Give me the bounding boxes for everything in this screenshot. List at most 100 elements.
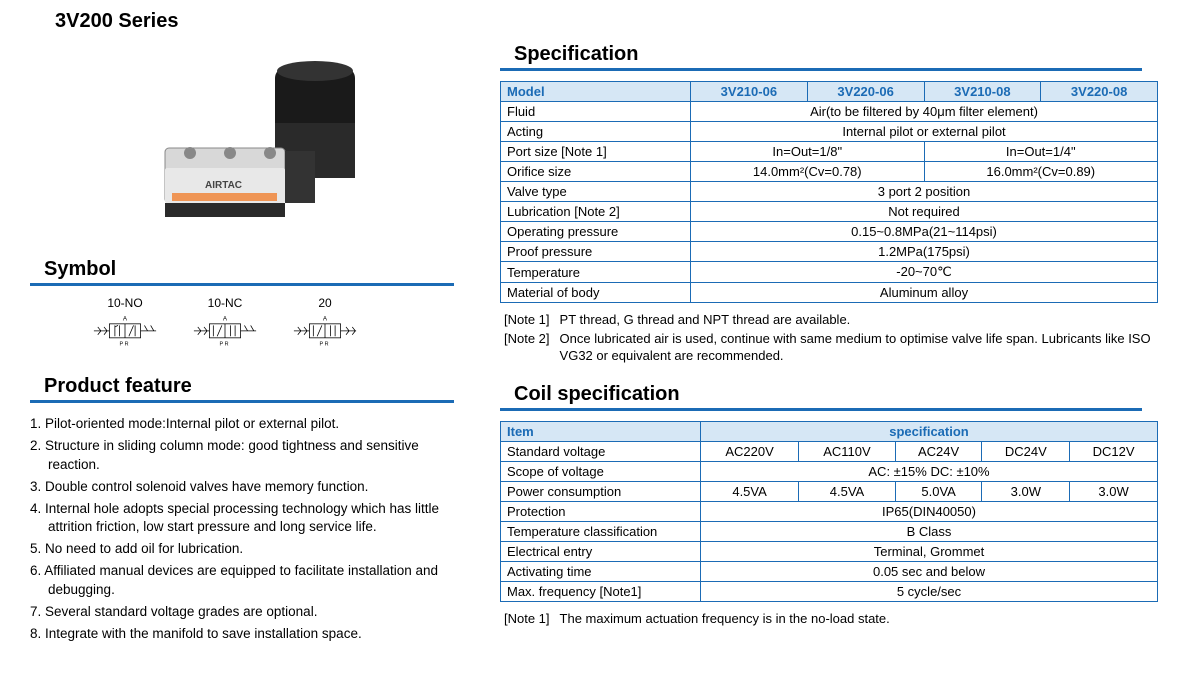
table-cell: In=Out=1/8" (691, 142, 925, 162)
table-cell: 14.0mm²(Cv=0.78) (691, 162, 925, 182)
table-cell: Orifice size (501, 162, 691, 182)
table-row: ActingInternal pilot or external pilot (501, 122, 1158, 142)
table-cell: 4.5VA (701, 481, 799, 501)
symbol-diagram-icon: A P R (190, 312, 260, 352)
table-cell: Temperature classification (501, 521, 701, 541)
page-title: 3V200 Series (55, 10, 1158, 33)
table-row: FluidAir(to be filtered by 40μm filter e… (501, 102, 1158, 122)
table-cell: 16.0mm²(Cv=0.89) (924, 162, 1158, 182)
table-cell: AC: ±15% DC: ±10% (701, 461, 1158, 481)
table-header: 3V220-08 (1041, 82, 1158, 102)
table-row: Material of bodyAluminum alloy (501, 283, 1158, 303)
table-row: Activating time0.05 sec and below (501, 561, 1158, 581)
section-rule (30, 400, 470, 403)
table-cell: Port size [Note 1] (501, 142, 691, 162)
svg-text:P R: P R (220, 342, 229, 348)
table-cell: 4.5VA (799, 481, 896, 501)
table-row: Max. frequency [Note1]5 cycle/sec (501, 581, 1158, 601)
table-cell: Max. frequency [Note1] (501, 581, 701, 601)
table-cell: Proof pressure (501, 242, 691, 262)
table-header: Model (501, 82, 691, 102)
svg-text:P R: P R (320, 342, 329, 348)
table-cell: Valve type (501, 182, 691, 202)
svg-text:A: A (123, 316, 128, 323)
specification-notes: [Note 1]PT thread, G thread and NPT thre… (500, 311, 1158, 365)
product-image: AIRTAC (110, 53, 390, 243)
table-cell: Terminal, Grommet (701, 541, 1158, 561)
table-cell: 0.15~0.8MPa(21~114psi) (691, 222, 1158, 242)
svg-text:P R: P R (120, 342, 129, 348)
symbol-diagram-icon: A P R (90, 312, 160, 352)
table-cell: B Class (701, 521, 1158, 541)
table-cell: Electrical entry (501, 541, 701, 561)
specification-table: Model3V210-063V220-063V210-083V220-08Flu… (500, 81, 1158, 303)
symbol-diagram-icon: A P R (290, 312, 360, 352)
table-cell: Aluminum alloy (691, 283, 1158, 303)
specification-heading: Specification (500, 43, 1158, 66)
table-cell: Operating pressure (501, 222, 691, 242)
table-row: Standard voltageAC220VAC110VAC24VDC24VDC… (501, 441, 1158, 461)
symbol-label: 10-NO (90, 296, 160, 310)
table-cell: Internal pilot or external pilot (691, 122, 1158, 142)
table-header: 3V210-06 (691, 82, 808, 102)
table-header: specification (701, 421, 1158, 441)
table-cell: -20~70℃ (691, 262, 1158, 283)
table-cell: DC24V (982, 441, 1070, 461)
section-rule (500, 68, 1158, 71)
coil-table: ItemspecificationStandard voltageAC220VA… (500, 421, 1158, 602)
table-row: Temperature classificationB Class (501, 521, 1158, 541)
table-cell: Protection (501, 501, 701, 521)
feature-item: 3. Double control solenoid valves have m… (30, 478, 470, 497)
table-cell: 5 cycle/sec (701, 581, 1158, 601)
table-cell: 1.2MPa(175psi) (691, 242, 1158, 262)
table-cell: Lubrication [Note 2] (501, 202, 691, 222)
table-row: Operating pressure0.15~0.8MPa(21~114psi) (501, 222, 1158, 242)
feature-item: 1. Pilot-oriented mode:Internal pilot or… (30, 415, 470, 434)
svg-text:A: A (223, 316, 228, 323)
table-row: Electrical entryTerminal, Grommet (501, 541, 1158, 561)
table-cell: Activating time (501, 561, 701, 581)
table-cell: Standard voltage (501, 441, 701, 461)
table-row: Port size [Note 1]In=Out=1/8"In=Out=1/4" (501, 142, 1158, 162)
note-line: [Note 2]Once lubricated air is used, con… (504, 330, 1158, 365)
table-cell: DC12V (1070, 441, 1158, 461)
table-cell: 3.0W (982, 481, 1070, 501)
table-row: Orifice size14.0mm²(Cv=0.78)16.0mm²(Cv=0… (501, 162, 1158, 182)
symbol-label: 10-NC (190, 296, 260, 310)
table-cell: AC110V (799, 441, 896, 461)
table-row: Lubrication [Note 2]Not required (501, 202, 1158, 222)
table-header: Item (501, 421, 701, 441)
note-line: [Note 1]The maximum actuation frequency … (504, 610, 1158, 628)
feature-item: 8. Integrate with the manifold to save i… (30, 625, 470, 644)
symbol-item: 10-NC A P R (190, 296, 260, 355)
table-row: Proof pressure1.2MPa(175psi) (501, 242, 1158, 262)
feature-item: 4. Internal hole adopts special processi… (30, 500, 470, 538)
table-cell: Temperature (501, 262, 691, 283)
table-cell: Material of body (501, 283, 691, 303)
svg-text:A: A (323, 316, 328, 323)
symbol-item: 20 A P R (290, 296, 360, 355)
table-cell: Acting (501, 122, 691, 142)
feature-item: 2. Structure in sliding column mode: goo… (30, 437, 470, 475)
coil-notes: [Note 1]The maximum actuation frequency … (500, 610, 1158, 628)
table-row: Scope of voltageAC: ±15% DC: ±10% (501, 461, 1158, 481)
table-cell: Not required (691, 202, 1158, 222)
table-cell: IP65(DIN40050) (701, 501, 1158, 521)
table-row: Valve type3 port 2 position (501, 182, 1158, 202)
table-cell: Fluid (501, 102, 691, 122)
coil-heading: Coil specification (500, 383, 1158, 406)
feature-heading: Product feature (30, 375, 470, 398)
symbol-item: 10-NO A P R (90, 296, 160, 355)
table-row: ProtectionIP65(DIN40050) (501, 501, 1158, 521)
svg-text:AIRTAC: AIRTAC (205, 180, 242, 191)
table-cell: 3.0W (1070, 481, 1158, 501)
table-cell: AC24V (895, 441, 982, 461)
feature-item: 5. No need to add oil for lubrication. (30, 540, 470, 559)
table-cell: 0.05 sec and below (701, 561, 1158, 581)
table-cell: In=Out=1/4" (924, 142, 1158, 162)
feature-list: 1. Pilot-oriented mode:Internal pilot or… (30, 415, 470, 644)
feature-item: 6. Affiliated manual devices are equippe… (30, 562, 470, 600)
feature-item: 7. Several standard voltage grades are o… (30, 603, 470, 622)
section-rule (30, 283, 470, 286)
section-rule (500, 408, 1158, 411)
